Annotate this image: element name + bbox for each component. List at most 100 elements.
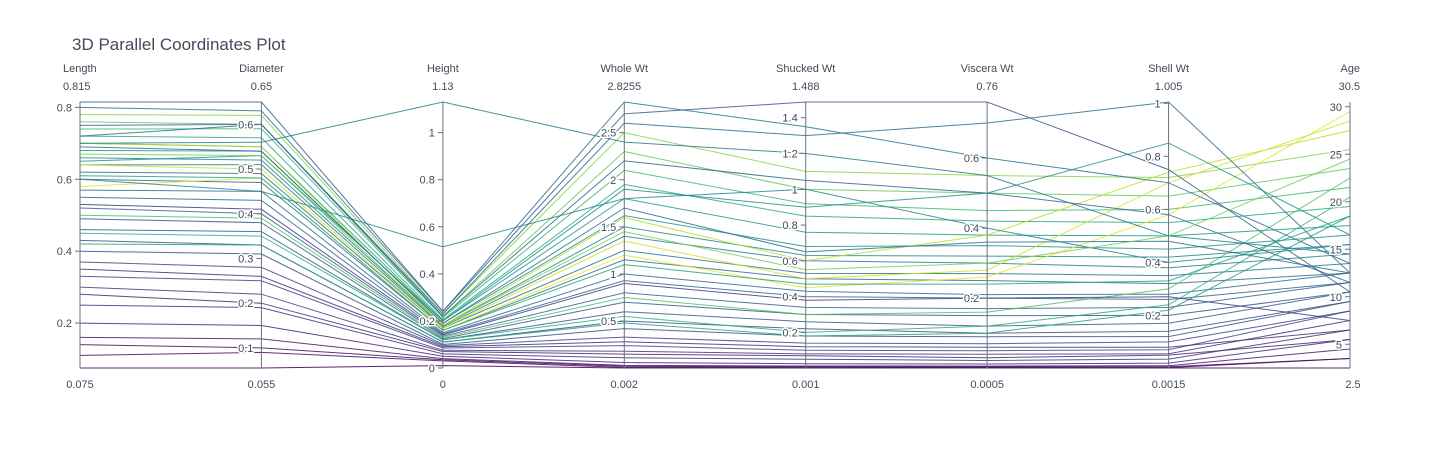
tick-label: 1.5 [601, 222, 616, 234]
axis-range-max: 0.65 [251, 81, 272, 93]
record-line-34 [80, 101, 1351, 313]
tick-label: 0.4 [1145, 257, 1160, 269]
tick-label: 25 [1330, 149, 1342, 161]
axis-name: Height [427, 63, 459, 75]
record-line-22 [79, 128, 1351, 319]
axis-whole-wt[interactable]: Whole Wt 2.8255 0.002 0.5 1 1.5 2 2.5 [599, 63, 648, 391]
axis-shell-wt[interactable]: Shell Wt 1.005 0.0015 0.2 0.4 0.6 0.8 1 [1144, 63, 1189, 391]
record-line-12 [79, 207, 1351, 337]
axis-range-max: 30.5 [1339, 81, 1360, 93]
axis-length[interactable]: Length 0.815 0.075 0.2 0.4 0.6 0.8 [55, 63, 97, 391]
axis-range-min: 0.0005 [970, 379, 1004, 391]
record-line-7 [79, 261, 1351, 347]
tick-label: 0.4 [420, 269, 435, 281]
tick-label: 1 [610, 269, 616, 281]
record-line-41 [79, 293, 1351, 359]
record-line-33 [79, 101, 1351, 313]
axes-layer: Length0.8150.0750.20.40.60.8Diameter0.65… [55, 63, 1361, 391]
record-line-44 [79, 153, 1351, 327]
tick-label: 0.2 [420, 316, 435, 328]
tick-label: 0 [429, 363, 435, 375]
record-line-15 [79, 178, 1351, 331]
tick-label: 0.8 [420, 175, 435, 187]
tick-label: 30 [1330, 102, 1342, 114]
axis-range-max: 1.488 [792, 81, 820, 93]
tick-label: 1.2 [782, 149, 797, 161]
axis-range-min: 0.002 [611, 379, 639, 391]
tick-label: 0.1 [238, 343, 253, 355]
polylines-layer [79, 101, 1351, 369]
axis-range-min: 0.001 [792, 379, 820, 391]
tick-label: 0.3 [238, 253, 253, 265]
axis-name: Viscera Wt [961, 63, 1014, 75]
tick-label: 0.2 [238, 298, 253, 310]
tick-label: 0.4 [238, 209, 253, 221]
axis-age[interactable]: Age 30.5 2.5 5 10 15 20 25 30 [1328, 63, 1361, 391]
tick-label: 0.8 [57, 102, 72, 114]
axis-name: Shell Wt [1148, 63, 1189, 75]
record-line-8 [79, 250, 1351, 346]
tick-label: 0.2 [964, 293, 979, 305]
axis-range-max: 2.8255 [607, 81, 641, 93]
tick-label: 0.2 [57, 318, 72, 330]
axis-height[interactable]: Height 1.13 00 0.2 0.4 0.6 0.8 1 [418, 63, 459, 391]
chart-title: 3D Parallel Coordinates Plot [72, 35, 286, 54]
axis-shucked-wt[interactable]: Shucked Wt 1.488 0.001 0.2 0.4 0.6 0.8 1 1.2 1.4 [776, 63, 835, 391]
tick-label: 1 [792, 184, 798, 196]
tick-label: 0.6 [1145, 204, 1160, 216]
record-line-21 [79, 135, 1351, 321]
record-line-42 [79, 344, 1351, 368]
axis-range-min: 0.0015 [1152, 379, 1186, 391]
record-line-2 [79, 336, 1351, 367]
tick-label: 0.4 [782, 292, 797, 304]
tick-label: 0.6 [964, 153, 979, 165]
record-line-37 [79, 101, 1351, 315]
tick-label: 15 [1330, 244, 1342, 256]
axis-range-max: 0.76 [976, 81, 997, 93]
record-line-39 [79, 203, 1351, 336]
axis-range-max: 1.005 [1155, 81, 1183, 93]
axis-range-max: 1.13 [432, 81, 453, 93]
tick-label: 1.4 [782, 113, 797, 125]
axis-range-min: 0.055 [248, 379, 276, 391]
record-line-36 [79, 178, 1351, 263]
axis-name: Length [63, 63, 97, 75]
tick-label: 0.5 [601, 316, 616, 328]
axis-range-min: 0.075 [66, 379, 94, 391]
record-line-13 [79, 196, 1351, 335]
tick-label: 0.6 [238, 119, 253, 131]
record-line-31 [79, 146, 1351, 324]
axis-range-min: 0 [440, 379, 446, 391]
record-line-40 [79, 268, 1351, 348]
axis-diameter[interactable]: Diameter 0.65 0.055 0.1 0.2 0.3 0.4 0.5 0.6 [237, 63, 284, 391]
record-line-1 [79, 351, 1351, 369]
record-line-14 [79, 189, 1351, 334]
axis-range-min: 2.5 [1345, 379, 1360, 391]
tick-label: 0.6 [782, 256, 797, 268]
axis-viscera-wt[interactable]: Viscera Wt 0.76 0.0005 0.2 0.4 0.6 [961, 63, 1014, 391]
tick-label: 10 [1330, 292, 1342, 304]
tick-label: 5 [1336, 339, 1342, 351]
record-line-43 [79, 175, 1351, 331]
tick-label: 0.6 [420, 222, 435, 234]
record-line-38 [79, 142, 1351, 322]
tick-label: 0.8 [782, 220, 797, 232]
record-line-10 [79, 229, 1351, 341]
record-line-25 [79, 130, 1351, 327]
record-line-35 [79, 101, 1351, 255]
record-line-3 [79, 322, 1351, 365]
record-line-16 [79, 171, 1351, 329]
axis-name: Shucked Wt [776, 63, 835, 75]
record-line-24 [79, 114, 1351, 315]
record-line-11 [79, 218, 1351, 340]
tick-label: 1 [429, 128, 435, 140]
record-line-20 [79, 142, 1351, 322]
tick-label: 0.4 [57, 246, 72, 258]
tick-label: 0.5 [238, 164, 253, 176]
axis-name: Whole Wt [600, 63, 648, 75]
record-line-29 [79, 196, 1351, 341]
tick-label: 0.4 [964, 223, 979, 235]
axis-name: Diameter [239, 63, 284, 75]
axis-name: Age [1340, 63, 1360, 75]
